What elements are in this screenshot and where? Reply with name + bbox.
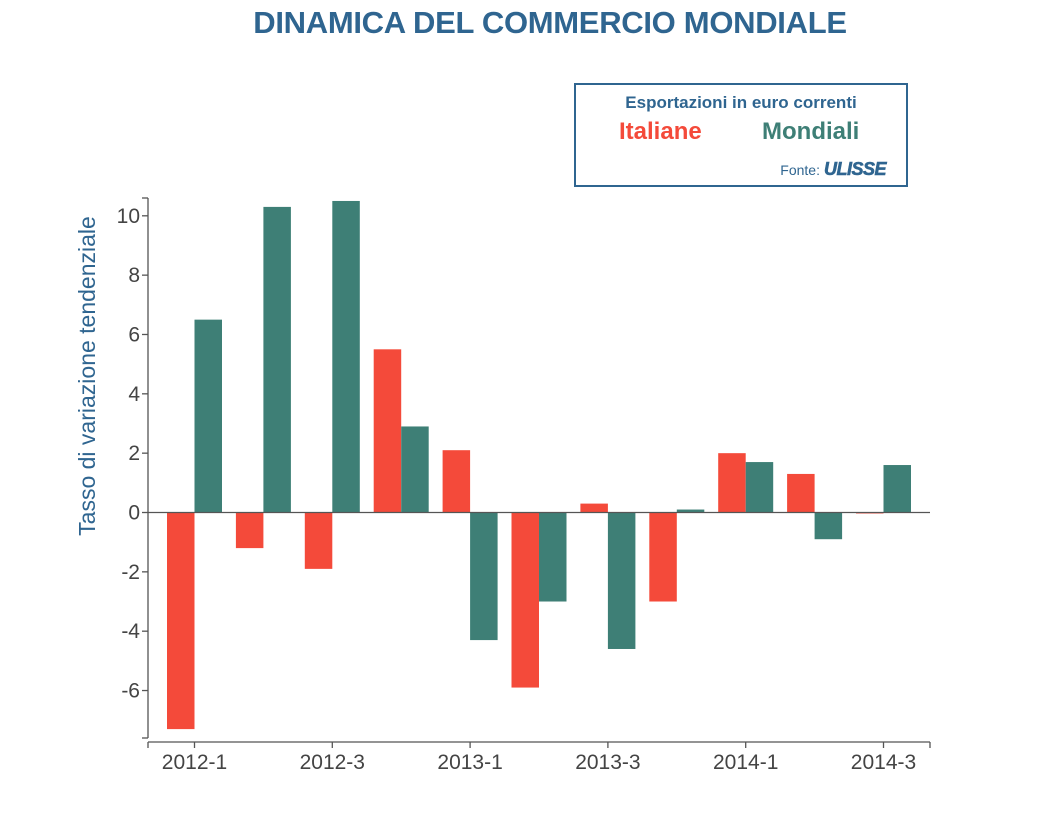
ulisse-logo: ULISSE (823, 159, 887, 180)
legend-heading: Esportazioni in euro correnti (625, 93, 857, 112)
legend-item-italiane: Italiane (619, 118, 702, 145)
bar-mondiali-2014-1 (745, 462, 774, 513)
y-tick-label: 2 (128, 442, 140, 465)
axes-group: -6 -4 -2 0 2 4 6 8 10 2012-1 2012-3 2013-1 2013-3 201… (117, 197, 931, 774)
bar-mondiali-2013-4 (676, 509, 705, 513)
bar-mondiali-2013-1 (470, 512, 498, 641)
bar-italiane-2012-3 (304, 512, 333, 569)
y-tick-label: 8 (128, 264, 140, 287)
bar-mondiali-2012-3 (332, 200, 360, 513)
y-tick-label: 10 (117, 205, 140, 228)
y-tick-label: -6 (121, 680, 140, 703)
bar-italiane-2012-4 (373, 349, 402, 513)
bar-italiane-2014-2 (787, 473, 815, 513)
bar-italiane-2012-2 (235, 512, 264, 549)
y-tick-label: -2 (121, 561, 140, 584)
bar-mondiali-2013-2 (539, 512, 567, 602)
bar-mondiali-2012-4 (401, 426, 429, 513)
x-tick-label: 2012-3 (300, 751, 365, 774)
legend-item-mondiali: Mondiali (762, 118, 860, 145)
bar-mondiali-2013-3 (607, 512, 636, 649)
bar-italiane-2012-1 (167, 512, 195, 730)
y-axis-label: Tasso di variazione tendenziale (74, 216, 100, 536)
source-label: Fonte: (780, 162, 820, 178)
y-tick-label: 0 (128, 502, 140, 525)
bar-italiane-2013-2 (511, 512, 539, 688)
bar-italiane-2013-4 (649, 512, 677, 602)
bar-italiane-2013-1 (442, 450, 471, 513)
bar-mondiali-2014-2 (814, 512, 843, 540)
x-tick-label: 2013-1 (437, 751, 502, 774)
bar-italiane-2013-3 (580, 503, 608, 513)
x-tick-label: 2013-3 (575, 751, 640, 774)
bar-mondiali-2012-1 (194, 319, 222, 513)
y-tick-label: 6 (128, 323, 140, 346)
bar-italiane-2014-1 (718, 453, 746, 513)
chart-title: DINAMICA DEL COMMERCIO MONDIALE (253, 5, 847, 40)
y-tick-label: -4 (121, 620, 140, 643)
legend: Esportazioni in euro correnti Italiane M… (574, 83, 908, 187)
bar-mondiali-2014-3 (883, 465, 911, 513)
bars-group (167, 200, 911, 730)
x-tick-label: 2014-3 (851, 751, 916, 774)
x-tick-label: 2014-1 (713, 751, 778, 774)
bar-mondiali-2012-2 (263, 206, 291, 513)
source-credit: Fonte: ULISSE (780, 159, 887, 180)
y-tick-label: 4 (128, 383, 140, 406)
x-tick-label: 2012-1 (162, 751, 227, 774)
